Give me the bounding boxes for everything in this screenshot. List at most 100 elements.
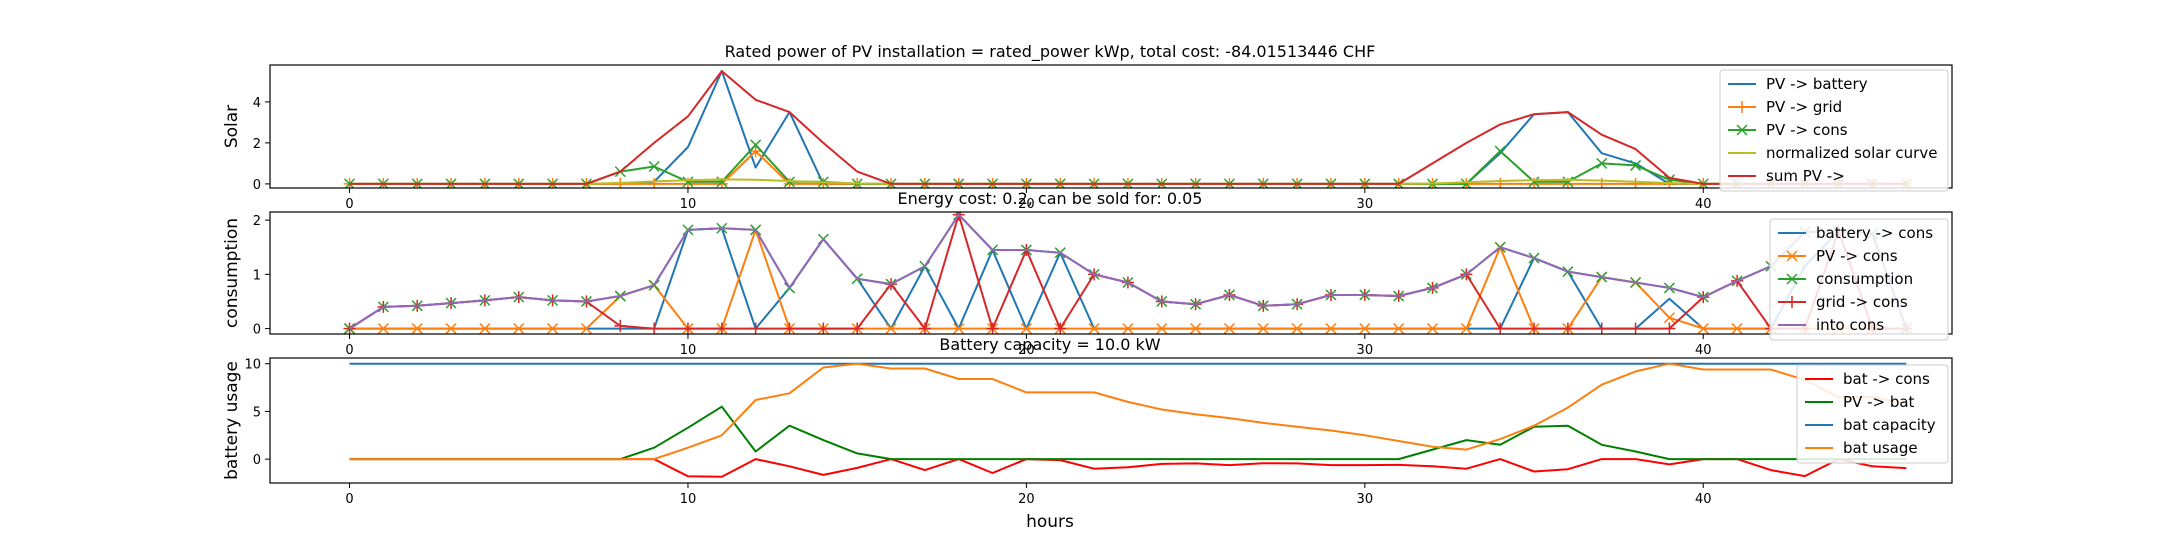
legend-label-bat-usage: bat usage bbox=[1843, 439, 1918, 457]
point-pv-cons bbox=[1190, 323, 1202, 334]
x-tick-label: 0 bbox=[345, 197, 353, 212]
point-grid-cons bbox=[1663, 322, 1676, 334]
point-pv-grid bbox=[749, 145, 762, 158]
point-pv-cons bbox=[445, 323, 457, 334]
x-tick-label: 40 bbox=[1695, 343, 1712, 358]
point-grid-cons bbox=[1629, 322, 1642, 334]
point-pv-cons bbox=[682, 176, 694, 188]
point-grid-cons bbox=[1561, 322, 1574, 334]
point-pv-cons bbox=[953, 323, 965, 334]
legend-label-pv-battery: PV -> battery bbox=[1766, 75, 1868, 93]
point-pv-cons bbox=[1426, 323, 1439, 334]
x-tick-label: 0 bbox=[345, 492, 353, 507]
point-pv-cons bbox=[1291, 323, 1303, 334]
x-tick-label: 10 bbox=[680, 343, 697, 358]
series-line-bat-usage bbox=[349, 362, 1907, 461]
point-pv-cons bbox=[1494, 145, 1506, 157]
point-pv-cons bbox=[1663, 312, 1675, 324]
point-grid-cons bbox=[783, 322, 796, 334]
legend-frame bbox=[1796, 364, 1949, 464]
y-tick-label: 2 bbox=[253, 137, 261, 152]
series-line-pv-battery bbox=[349, 70, 1907, 185]
legend-label-pv-cons: PV -> cons bbox=[1816, 247, 1898, 265]
point-pv-cons bbox=[885, 323, 897, 334]
legend-label-normalized-solar-curve: normalized solar curve bbox=[1766, 144, 1937, 162]
legend-marker bbox=[1736, 124, 1748, 136]
y-tick-label: 0 bbox=[253, 323, 261, 338]
legend-label-pv-bat: PV -> bat bbox=[1843, 393, 1915, 411]
point-pv-cons bbox=[1731, 323, 1743, 334]
solar-subplot: 0 10 20 30 40 0 2 4 Solar PV -> battery PV -> grid… bbox=[222, 64, 1953, 212]
series-line-into-cons bbox=[348, 213, 1908, 330]
axes-frame bbox=[269, 357, 1953, 484]
point-grid-cons bbox=[1528, 322, 1541, 334]
x-tick-label: 30 bbox=[1357, 492, 1374, 507]
point-pv-cons bbox=[1460, 178, 1472, 188]
x-tick-label: 30 bbox=[1357, 343, 1374, 358]
point-pv-cons bbox=[1359, 323, 1371, 334]
battery-legend: bat -> cons PV -> bat bat capacity bat usag… bbox=[1796, 364, 1949, 464]
y-tick-label: 4 bbox=[253, 96, 261, 111]
series-line-consumption bbox=[348, 213, 1908, 330]
point-pv-cons bbox=[1697, 323, 1709, 334]
y-axis-label: battery usage bbox=[222, 361, 242, 480]
legend-label-battery-cons: battery -> cons bbox=[1816, 224, 1933, 242]
legend-frame bbox=[1719, 69, 1949, 192]
point-pv-cons bbox=[1562, 176, 1574, 188]
solar-series-group bbox=[343, 70, 1913, 188]
legend-marker bbox=[1736, 101, 1748, 113]
x-axis-label: hours bbox=[1026, 512, 1074, 532]
point-pv-cons bbox=[580, 323, 592, 334]
point-grid-cons bbox=[715, 322, 728, 334]
series-line-sum-pv bbox=[349, 70, 1907, 185]
point-pv-cons bbox=[377, 323, 389, 334]
point-pv-cons bbox=[750, 139, 762, 151]
legend-label-bat-capacity: bat capacity bbox=[1843, 416, 1936, 434]
x-tick-label: 0 bbox=[345, 343, 353, 358]
series-line-pv-bat bbox=[349, 405, 1907, 461]
point-pv-cons bbox=[513, 323, 525, 334]
x-tick-label: 40 bbox=[1695, 197, 1712, 212]
point-grid-cons bbox=[1494, 322, 1507, 334]
y-tick-label: 0 bbox=[253, 178, 261, 193]
point-pv-cons bbox=[1156, 323, 1168, 334]
figure-title: Rated power of PV installation = rated_p… bbox=[725, 42, 1376, 62]
point-grid-cons bbox=[681, 322, 694, 334]
legend-label-pv-grid: PV -> grid bbox=[1766, 98, 1842, 116]
y-tick-label: 10 bbox=[244, 358, 261, 373]
point-grid-cons bbox=[918, 322, 931, 334]
consumption-legend: battery -> cons PV -> cons consumption grid… bbox=[1769, 218, 1949, 341]
point-pv-cons bbox=[1257, 323, 1269, 334]
x-tick-label: 20 bbox=[1018, 492, 1035, 507]
legend-marker bbox=[1786, 250, 1798, 262]
point-grid-cons bbox=[1595, 322, 1608, 334]
point-grid-cons bbox=[986, 322, 999, 334]
point-pv-cons bbox=[1460, 323, 1472, 334]
x-tick-label: 20 bbox=[1018, 343, 1035, 358]
y-axis-label: consumption bbox=[222, 218, 242, 328]
x-tick-label: 10 bbox=[680, 492, 697, 507]
point-pv-cons bbox=[1630, 159, 1642, 171]
point-pv-cons bbox=[479, 323, 491, 334]
y-tick-label: 5 bbox=[253, 405, 261, 420]
point-grid-cons bbox=[749, 322, 762, 334]
consumption-subplot: 0 10 20 30 40 0 1 2 consumption battery -> cons PV… bbox=[222, 211, 1953, 358]
y-axis-label: Solar bbox=[222, 105, 242, 148]
point-pv-cons bbox=[1020, 323, 1032, 334]
point-pv-cons bbox=[1325, 323, 1337, 334]
point-pv-cons bbox=[1122, 323, 1134, 334]
point-grid-cons bbox=[614, 319, 627, 332]
legend-label-grid-cons: grid -> cons bbox=[1816, 293, 1908, 311]
y-tick-label: 1 bbox=[253, 268, 261, 283]
subplot-title-consumption: Energy cost: 0.2, can be sold for: 0.05 bbox=[898, 189, 1203, 208]
series-line-bat-cons bbox=[349, 458, 1907, 478]
legend-label-consumption: consumption bbox=[1816, 270, 1913, 288]
legend-label-sum-pv: sum PV -> bbox=[1766, 167, 1845, 185]
consumption-series-group bbox=[343, 212, 1913, 334]
point-pv-cons bbox=[411, 323, 423, 334]
legend-label-into-cons: into cons bbox=[1816, 316, 1884, 334]
legend-marker bbox=[1786, 273, 1798, 285]
x-tick-label: 10 bbox=[680, 197, 697, 212]
